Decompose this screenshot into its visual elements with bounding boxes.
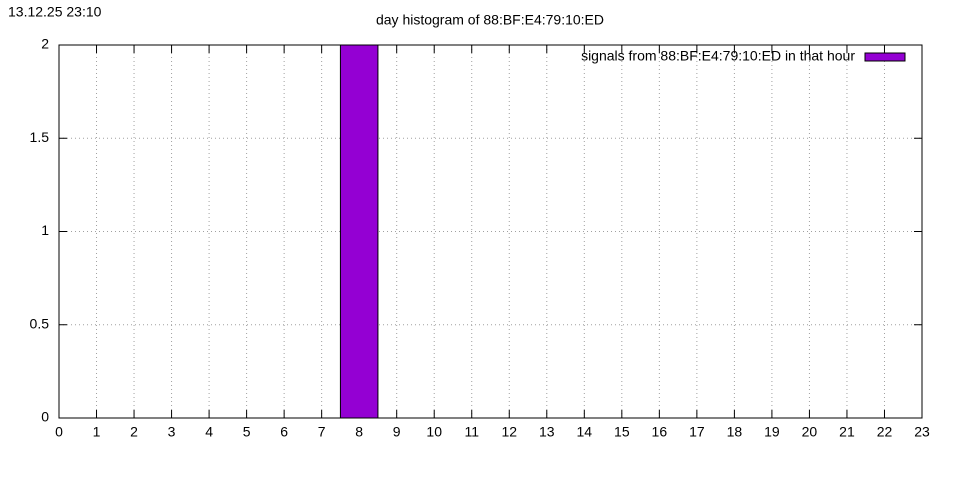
chart-title: day histogram of 88:BF:E4:79:10:ED — [376, 12, 604, 28]
plot-border — [58, 44, 923, 419]
x-tick-label: 16 — [652, 424, 668, 440]
legend-label: signals from 88:BF:E4:79:10:ED in that h… — [581, 48, 855, 64]
x-tick-label: 19 — [764, 424, 780, 440]
x-tick-label: 12 — [501, 424, 517, 440]
x-tick-label: 17 — [689, 424, 705, 440]
x-tick-label: 14 — [577, 424, 593, 440]
x-tick-label: 11 — [464, 424, 479, 440]
y-tick-label: 2 — [41, 36, 49, 52]
x-tick-label: 20 — [802, 424, 818, 440]
x-tick-label: 0 — [55, 424, 63, 440]
x-tick-label: 15 — [614, 424, 630, 440]
y-tick-label: 0 — [41, 409, 49, 425]
x-tick-label: 10 — [426, 424, 442, 440]
legend-swatch — [864, 52, 906, 62]
x-tick-label: 5 — [243, 424, 251, 440]
x-tick-label: 13 — [539, 424, 555, 440]
bar — [339, 44, 379, 419]
x-tick-label: 8 — [355, 424, 363, 440]
timestamp: 13.12.25 23:10 — [8, 4, 102, 20]
x-tick-label: 23 — [914, 424, 930, 440]
y-tick-label: 1.5 — [30, 129, 50, 145]
y-tick-label: 1 — [41, 222, 49, 238]
x-tick-label: 7 — [318, 424, 326, 440]
x-tick-label: 1 — [93, 424, 101, 440]
x-tick-label: 6 — [280, 424, 288, 440]
x-tick-label: 2 — [130, 424, 138, 440]
x-tick-label: 18 — [727, 424, 743, 440]
x-tick-label: 3 — [168, 424, 176, 440]
y-tick-label: 0.5 — [30, 315, 50, 331]
x-tick-label: 4 — [205, 424, 213, 440]
x-tick-label: 21 — [839, 424, 855, 440]
x-tick-label: 9 — [393, 424, 401, 440]
x-tick-label: 22 — [877, 424, 893, 440]
